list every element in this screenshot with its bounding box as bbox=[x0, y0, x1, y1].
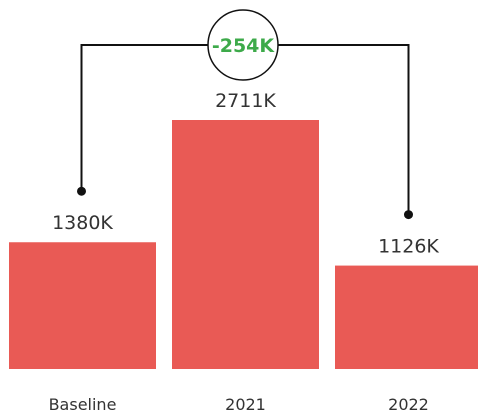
x-tick-label-2021: 2021 bbox=[225, 395, 266, 414]
value-label-2021: 2711K bbox=[215, 90, 276, 112]
value-label-baseline: 1380K bbox=[52, 212, 113, 234]
x-tick-label-2022: 2022 bbox=[388, 395, 429, 414]
comparison-difference-label: -254K bbox=[212, 35, 276, 57]
bar-2022 bbox=[335, 265, 478, 369]
bar-2021 bbox=[172, 120, 319, 369]
bars-group bbox=[9, 120, 478, 369]
x-tick-label-baseline: Baseline bbox=[49, 395, 117, 414]
comparison-line-right bbox=[278, 44, 410, 215]
comparison-annotation: -254K bbox=[77, 9, 413, 220]
comparison-line-left bbox=[80, 44, 208, 192]
bar-baseline bbox=[9, 242, 156, 369]
value-label-2022: 1126K bbox=[378, 236, 439, 258]
x-axis-tick-labels: Baseline 2021 2022 bbox=[49, 395, 429, 414]
comparison-endpoint-from bbox=[77, 186, 86, 196]
value-labels-group: 1380K 2711K 1126K bbox=[52, 90, 439, 258]
comparison-endpoint-to bbox=[404, 210, 413, 220]
comparison-badge-circle bbox=[207, 9, 279, 81]
